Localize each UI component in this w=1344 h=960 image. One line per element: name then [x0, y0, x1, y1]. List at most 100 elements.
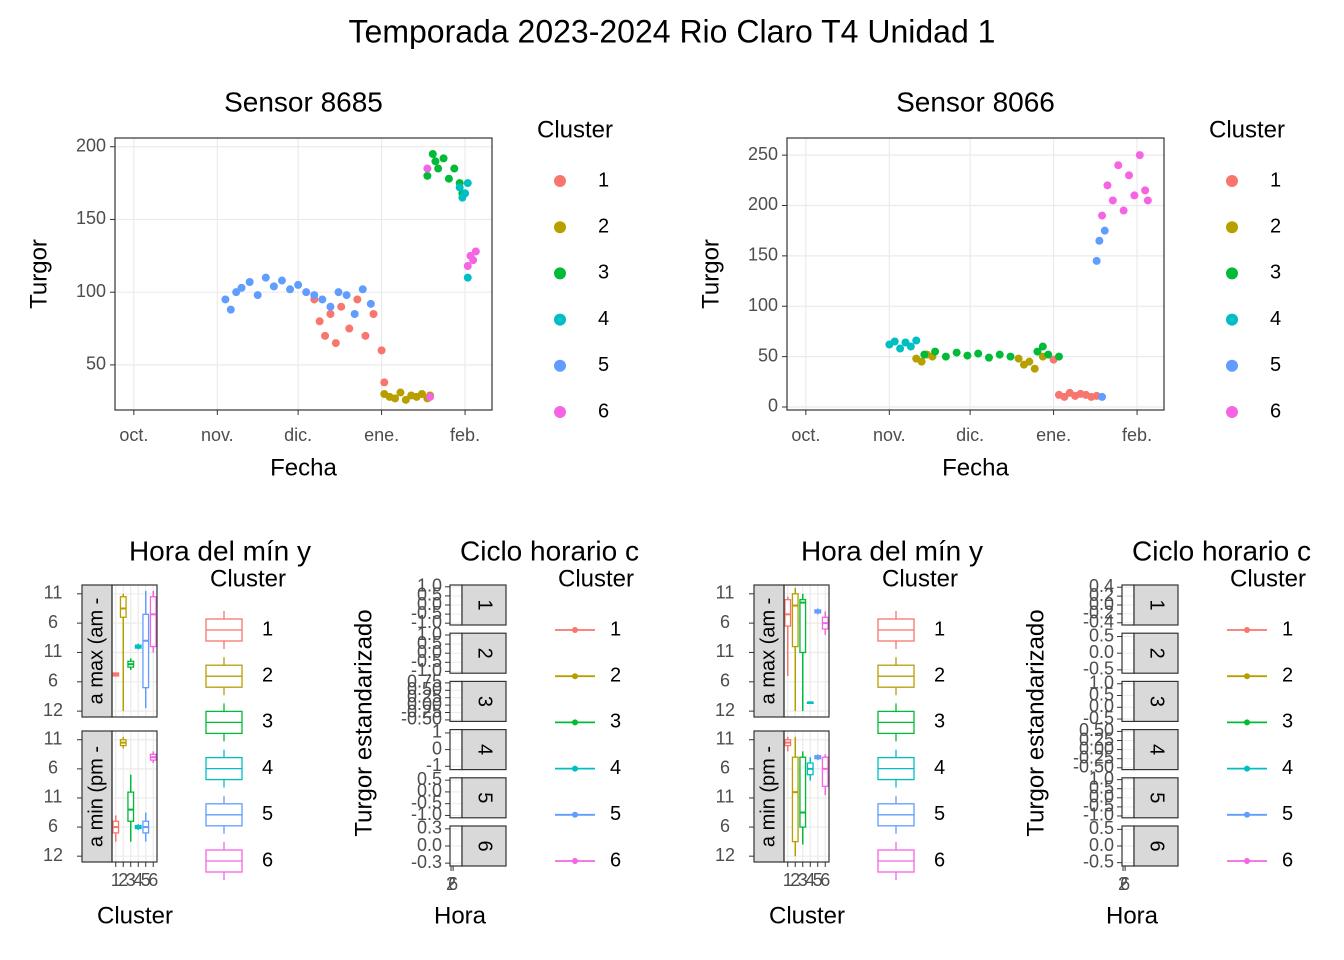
legend-key — [572, 719, 578, 726]
point — [995, 350, 1004, 359]
legend-key — [1226, 267, 1238, 280]
legend-key — [1244, 811, 1250, 818]
legend-key — [1244, 765, 1250, 772]
strip-label: 4 — [474, 744, 496, 755]
strip-label: 2 — [1146, 648, 1168, 659]
point — [1135, 151, 1144, 160]
panel — [784, 585, 829, 717]
box — [142, 613, 150, 689]
y-tick-label: 0.5 — [1089, 684, 1114, 704]
box — [799, 599, 807, 654]
y-tick-label: 12 — [715, 700, 735, 720]
y-tick-label: 0.00 — [1079, 738, 1114, 758]
x-tick-label: feb. — [1122, 425, 1152, 445]
legend-label: 3 — [610, 711, 621, 733]
point — [237, 283, 246, 292]
legend-label: 4 — [262, 757, 273, 779]
chart-title: Sensor 8685 — [224, 86, 383, 117]
strip-label: 2 — [474, 648, 496, 659]
strip-label: a max (am - — [757, 598, 779, 705]
y-tick-label: 11 — [44, 583, 63, 603]
strip — [1133, 584, 1179, 626]
legend-label: 5 — [610, 803, 621, 825]
point — [463, 262, 472, 270]
point — [444, 174, 453, 183]
y-tick-label: -1.0 — [411, 612, 442, 632]
strip-label: a min (pm - — [757, 746, 779, 847]
y-tick-label: 11 — [716, 728, 735, 748]
point — [277, 276, 286, 285]
strip-label: a max (am - — [85, 598, 107, 705]
point — [1130, 191, 1139, 200]
point — [423, 171, 432, 180]
x-tick-label: ene. — [1036, 425, 1071, 445]
point — [1006, 352, 1015, 361]
legend-title: Cluster — [210, 565, 286, 592]
strip-label: 4 — [1146, 744, 1168, 755]
point — [1108, 196, 1117, 205]
y-tick-label: 0.4 — [1089, 576, 1114, 596]
y-tick-label: 6 — [720, 612, 730, 632]
point — [1098, 392, 1107, 401]
y-tick-label: 0 — [432, 738, 442, 758]
y-tick-label: -0.5 — [1083, 851, 1114, 871]
strip — [1133, 728, 1179, 771]
y-tick-label: 0.0 — [417, 642, 442, 662]
x-tick-label: 2 — [790, 870, 800, 890]
panel-border — [786, 137, 1165, 411]
strip-label: a min (pm - — [85, 746, 107, 847]
legend-label: 2 — [1282, 664, 1293, 686]
legend-title: Cluster — [882, 565, 958, 592]
legend-label: 6 — [1282, 849, 1293, 871]
legend-label: 5 — [1270, 354, 1281, 376]
y-tick-label: 6 — [720, 671, 730, 691]
point — [334, 288, 343, 297]
y-tick-label: -0.25 — [401, 701, 442, 721]
panel-border — [783, 584, 830, 718]
strip — [1133, 632, 1179, 674]
legend-label: 3 — [1270, 262, 1281, 284]
legend-label: 5 — [934, 803, 945, 825]
box — [119, 596, 127, 618]
legend-label: 3 — [1282, 711, 1293, 733]
y-tick-label: -1.0 — [411, 660, 442, 680]
y-tick-label: 0.0 — [1089, 696, 1114, 716]
x-tick-label: 2 — [1118, 874, 1128, 894]
panel-border — [111, 584, 158, 718]
y-tick-label: 1.0 — [1089, 673, 1114, 693]
x-tick-label: 6 — [148, 870, 158, 890]
point — [984, 353, 993, 362]
point — [952, 348, 961, 357]
y-tick-label: -0.2 — [1083, 603, 1114, 623]
x-tick-label: nov. — [873, 425, 906, 445]
strip-label: 3 — [1146, 696, 1168, 707]
point — [345, 324, 354, 333]
strip — [461, 728, 507, 771]
point — [337, 302, 346, 311]
point — [1143, 196, 1152, 205]
y-axis-label: Turgor estandarizado — [1022, 609, 1049, 836]
point — [920, 350, 929, 359]
point — [350, 310, 359, 318]
point — [331, 339, 340, 348]
x-tick-label: 3 — [798, 870, 808, 890]
y-tick-label: 0.0 — [1089, 594, 1114, 614]
legend-label: 1 — [1282, 618, 1293, 640]
y-tick-label: 0.5 — [417, 585, 442, 605]
y-tick-label: -0.5 — [1083, 708, 1114, 728]
legend-key — [1226, 359, 1238, 372]
legend-key — [1244, 627, 1250, 633]
point — [261, 273, 270, 282]
legend-key — [572, 627, 578, 633]
point — [1141, 186, 1150, 195]
figure-title: Temporada 2023-2024 Rio Claro T4 Unidad … — [349, 13, 996, 49]
box — [791, 593, 799, 648]
legend-label: 2 — [934, 664, 945, 686]
y-tick-label: 200 — [76, 135, 106, 155]
y-tick-label: 0.5 — [1089, 625, 1114, 645]
y-tick-label: 0.0 — [417, 781, 442, 801]
point — [253, 291, 262, 300]
strip-label: 5 — [1146, 792, 1168, 803]
y-tick-label: 1.0 — [417, 624, 442, 644]
point — [1014, 354, 1023, 363]
